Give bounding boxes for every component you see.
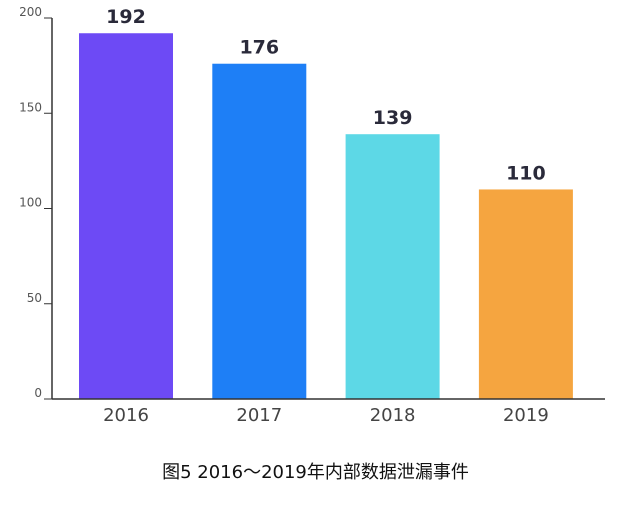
bar-value-label: 110: [506, 162, 546, 184]
x-tick-label: 2016: [103, 405, 149, 426]
bar-2017: [212, 63, 307, 399]
bar-value-label: 192: [106, 6, 146, 28]
y-tick-label: 200: [19, 5, 42, 19]
bar-2016: [79, 33, 173, 400]
x-tick-label: 2019: [503, 405, 549, 426]
bar-chart: 0 50 100 150 200 192 176 139 110 2016 2017 2018 20…: [19, 5, 605, 426]
y-tick-label: 150: [19, 100, 42, 114]
bar-value-label: 139: [373, 107, 413, 129]
x-tick-label: 2018: [370, 405, 416, 426]
bar-value-label: 176: [239, 37, 279, 59]
y-tick-label: 100: [19, 196, 42, 210]
y-tick-label: 50: [27, 291, 42, 305]
figure-caption: 图5 2016～2019年内部数据泄漏事件: [162, 462, 469, 483]
bar-2019: [478, 189, 573, 399]
y-tick-label: 0: [34, 386, 42, 400]
x-tick-label: 2017: [236, 405, 282, 426]
bar-2018: [345, 134, 440, 399]
